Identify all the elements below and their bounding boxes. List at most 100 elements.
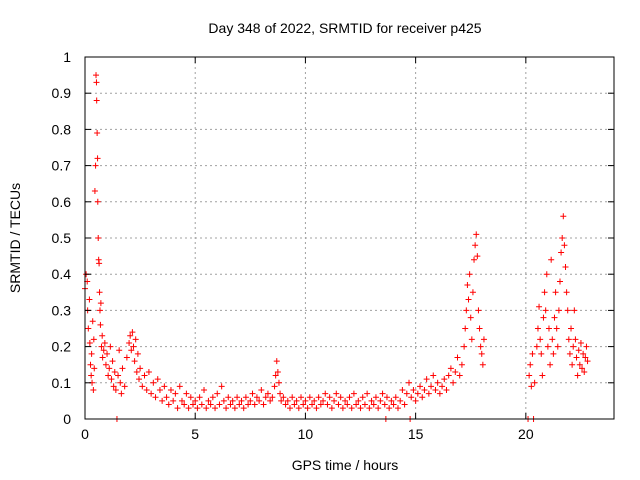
data-point [529,350,536,357]
data-point [88,372,95,379]
data-point [293,397,300,404]
data-point [468,336,475,343]
data-point [87,361,94,368]
data-point [112,387,119,394]
x-axis-label: GPS time / hours [292,457,399,473]
x-tick-label: 5 [191,426,199,442]
data-point [401,401,408,408]
data-point [383,394,390,401]
data-point [547,361,554,368]
data-point [412,397,419,404]
data-point [139,383,146,390]
data-point [471,256,478,263]
data-point [107,343,114,350]
data-point [559,235,566,241]
data-point [377,397,384,404]
y-tick-label: 0.9 [52,85,72,101]
data-point [209,394,216,401]
data-point [94,198,101,205]
data-point [100,347,107,354]
data-point [258,387,265,394]
x-tick-label: 20 [518,426,534,442]
data-point [150,379,157,386]
data-point [479,361,486,368]
data-point [203,405,210,412]
data-point [478,350,485,357]
data-point [216,401,223,408]
data-point [128,347,135,354]
data-point [543,271,550,278]
data-point [145,368,152,375]
data-point [322,390,329,397]
data-point [256,397,263,404]
data-point [274,368,281,375]
y-tick-label: 0.3 [52,302,72,318]
x-tick-label: 15 [408,426,424,442]
data-point [315,394,322,401]
data-point [271,383,278,390]
data-point [86,296,93,303]
data-point [137,365,144,372]
data-point [148,390,155,397]
data-point [550,350,557,357]
data-point [183,390,190,397]
data-point [419,394,426,401]
data-point [571,307,578,314]
data-point [456,372,463,379]
data-point [231,405,238,412]
data-point [278,397,285,404]
data-point [190,401,197,408]
data-point [121,383,128,390]
data-point [545,325,552,332]
data-point [130,343,137,350]
data-point [531,379,538,386]
data-point [359,394,366,401]
data-point [291,401,298,408]
data-point [172,390,179,397]
data-point [386,405,393,412]
data-point [554,343,561,350]
data-point [85,325,92,332]
data-point [464,282,471,289]
data-point [269,394,276,401]
data-point [96,307,103,314]
data-point [309,401,316,408]
data-point [304,405,311,412]
data-point [97,321,104,328]
data-point [214,390,221,397]
data-point [129,329,136,336]
data-point [560,213,567,220]
data-point [317,401,324,408]
data-point [569,361,576,368]
data-point [423,376,430,383]
data-point [89,318,96,325]
data-points [82,72,591,422]
data-point [260,401,267,408]
data-point [375,405,382,412]
data-point [127,332,134,339]
data-point [406,379,413,386]
y-axis-label: SRMTID / TECUs [7,183,23,293]
data-point [462,325,469,332]
data-point [143,387,150,394]
data-point [227,401,234,408]
data-point [467,314,474,321]
data-point [95,235,102,241]
data-point [432,387,439,394]
data-point [132,336,139,343]
data-point [564,307,571,314]
data-point [355,397,362,404]
data-point [240,405,247,412]
data-point [526,372,533,379]
data-point [551,314,558,321]
data-point [430,372,437,379]
data-point [152,394,159,401]
data-point [436,390,443,397]
data-point [98,343,105,350]
data-point [300,401,307,408]
data-point [306,394,313,401]
data-point [234,394,241,401]
data-point [178,397,185,404]
data-point [238,397,245,404]
data-point [154,376,161,383]
